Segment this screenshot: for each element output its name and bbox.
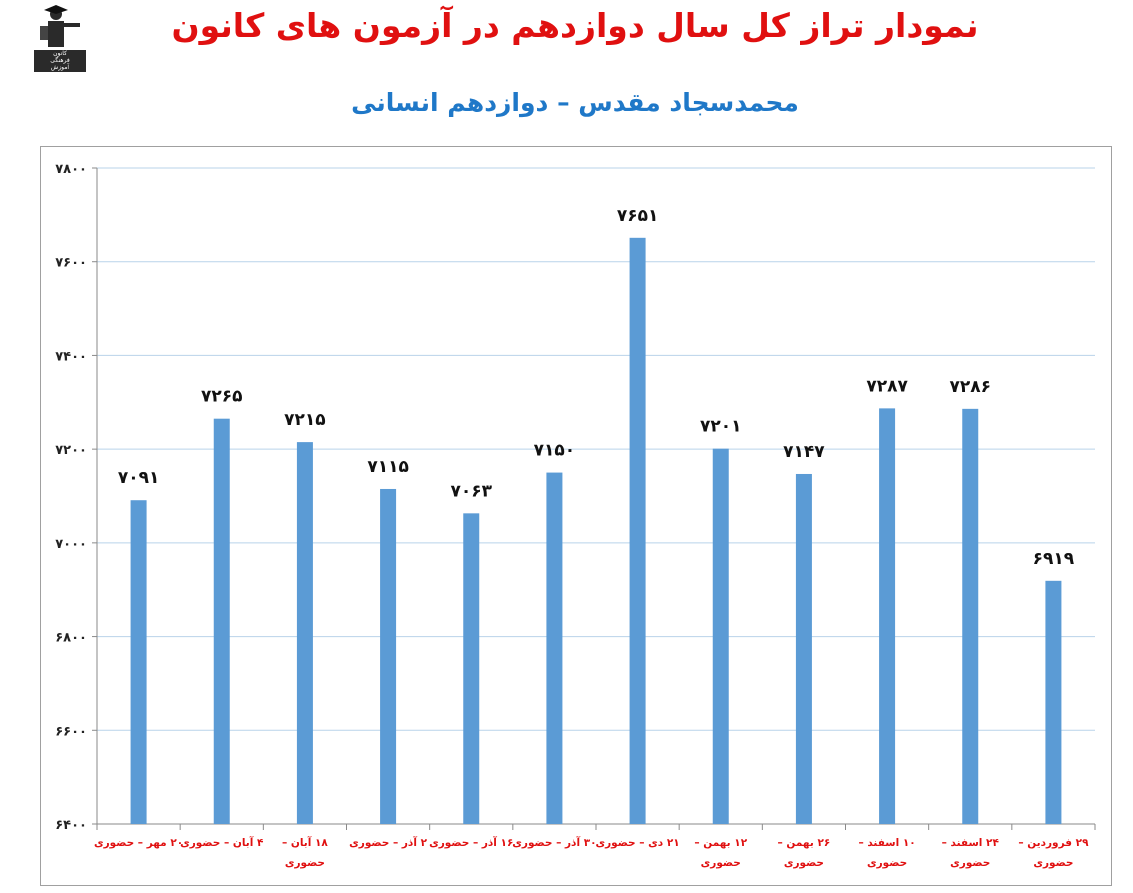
bar	[463, 513, 480, 824]
y-tick-label: ۷۸۰۰	[55, 162, 87, 177]
data-label: ۷۰۶۳	[450, 481, 492, 501]
logo-text-box: کانون فرهنگی آموزش	[34, 50, 86, 72]
x-tick-label: حضوری	[701, 857, 741, 869]
x-tick-label: ۲۶ بهمن –	[778, 837, 831, 849]
bar	[712, 448, 729, 824]
logo-line-3: آموزش	[50, 64, 70, 71]
y-tick-label: ۶۴۰۰	[55, 818, 87, 833]
x-tick-label: ۳۰ آذر – حضوری	[512, 836, 596, 849]
x-tick-label: ۱۸ آبان –	[282, 836, 328, 849]
bar	[879, 408, 896, 824]
x-tick-label: حضوری	[784, 857, 824, 869]
y-tick-label: ۷۴۰۰	[55, 349, 87, 364]
data-label: ۷۱۱۵	[367, 457, 409, 477]
graduate-logo-icon	[40, 5, 80, 47]
bar	[380, 488, 397, 824]
x-tick-label: ۲۹ فروردین –	[1018, 837, 1089, 849]
chart-subtitle: محمدسجاد مقدس – دوازدهم انسانی	[351, 88, 799, 117]
y-tick-label: ۶۸۰۰	[55, 631, 87, 646]
data-label: ۷۰۹۱	[118, 468, 160, 488]
y-tick-label: ۷۲۰۰	[55, 443, 87, 458]
data-label: ۷۲۸۶	[949, 377, 991, 397]
x-tick-label: حضوری	[950, 857, 990, 869]
data-label: ۷۱۵۰	[534, 441, 576, 461]
x-tick-label: حضوری	[867, 857, 907, 869]
y-tick-label: ۷۶۰۰	[55, 256, 87, 271]
x-tick-label: ۴ آبان – حضوری	[180, 836, 264, 849]
chart-title: نمودار تراز کل سال دوازدهم در آزمون های …	[171, 6, 979, 45]
data-label: ۷۲۱۵	[284, 410, 326, 430]
x-tick-label: ۲۱ دی – حضوری	[595, 837, 679, 849]
x-tick-label: حضوری	[1033, 857, 1073, 869]
logo: کانون فرهنگی آموزش	[32, 4, 88, 74]
bar	[130, 500, 147, 824]
bar	[546, 472, 563, 824]
bar	[296, 442, 313, 824]
logo-line-1: کانون	[53, 50, 67, 57]
data-label: ۶۹۱۹	[1033, 549, 1075, 569]
bar	[1045, 580, 1062, 824]
y-tick-label: ۶۶۰۰	[55, 724, 87, 739]
chart-area: ۶۴۰۰ ۶۶۰۰ ۶۸۰۰ ۷۰۰۰ ۷۲۰۰ ۷۴۰۰ ۷۶۰۰ ۷۸۰۰ ۷۰۹۱ ۲۰ م…	[40, 146, 1112, 886]
data-label: ۷۲۰۱	[700, 417, 742, 437]
x-tick-label: ۱۰ اسفند –	[858, 837, 915, 849]
x-tick-label: ۱۲ بهمن –	[694, 837, 747, 849]
data-label: ۷۲۸۷	[866, 376, 908, 396]
bar	[213, 418, 230, 824]
x-tick-label: ۲۰ مهر – حضوری	[94, 837, 183, 849]
data-label: ۷۱۴۷	[783, 442, 825, 462]
bar	[962, 408, 979, 824]
bar-chart: ۶۴۰۰ ۶۶۰۰ ۶۸۰۰ ۷۰۰۰ ۷۲۰۰ ۷۴۰۰ ۷۶۰۰ ۷۸۰۰ ۷۰۹۱ ۲۰ م…	[55, 162, 1096, 869]
logo-line-2: فرهنگی	[50, 57, 70, 64]
x-tick-label: حضوری	[285, 857, 325, 869]
x-tick-label: ۲ آذر – حضوری	[349, 836, 427, 849]
bar	[629, 237, 646, 824]
x-tick-label: ۱۶ آذر – حضوری	[429, 836, 513, 849]
x-tick-label: ۲۴ اسفند –	[942, 837, 1000, 849]
data-label: ۷۶۵۱	[617, 206, 659, 226]
bar	[795, 473, 812, 824]
y-tick-label: ۷۰۰۰	[55, 537, 87, 552]
data-label: ۷۲۶۵	[201, 387, 243, 407]
